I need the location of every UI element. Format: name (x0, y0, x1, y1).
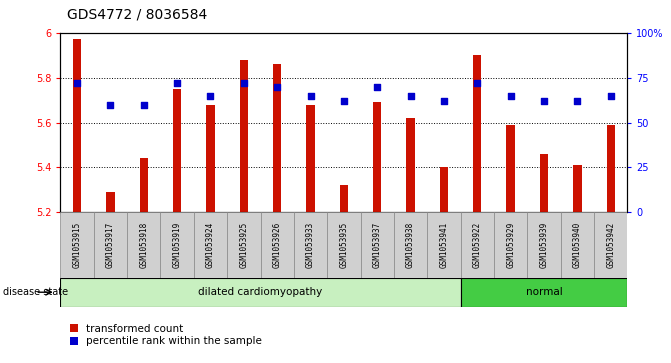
Point (172, 80, 183, 86)
FancyBboxPatch shape (260, 212, 294, 278)
Bar (373, 102, 381, 212)
Bar (607, 125, 615, 212)
Text: GSM1053938: GSM1053938 (406, 222, 415, 268)
Text: GSM1053941: GSM1053941 (440, 222, 448, 268)
FancyBboxPatch shape (94, 212, 127, 278)
Text: disease state: disease state (3, 287, 68, 297)
FancyBboxPatch shape (127, 212, 160, 278)
Bar (73, 40, 81, 212)
FancyBboxPatch shape (460, 212, 494, 278)
Bar (473, 55, 482, 212)
Point (539, 98, 550, 104)
FancyBboxPatch shape (327, 212, 360, 278)
FancyBboxPatch shape (394, 212, 427, 278)
Bar (106, 192, 115, 212)
Point (439, 98, 450, 104)
Bar (273, 64, 281, 212)
Bar (340, 185, 348, 212)
FancyBboxPatch shape (294, 212, 327, 278)
FancyBboxPatch shape (160, 212, 194, 278)
Point (605, 93, 616, 98)
Text: GSM1053925: GSM1053925 (240, 222, 248, 268)
Text: GSM1053924: GSM1053924 (206, 222, 215, 268)
Point (105, 102, 116, 107)
Bar (507, 125, 515, 212)
Text: GSM1053919: GSM1053919 (172, 222, 182, 268)
FancyBboxPatch shape (427, 212, 460, 278)
Point (238, 80, 249, 86)
Bar (440, 167, 448, 212)
Text: normal: normal (525, 287, 562, 297)
Point (572, 98, 582, 104)
Text: GSM1053915: GSM1053915 (72, 222, 82, 268)
Bar (307, 105, 315, 212)
Text: GSM1053942: GSM1053942 (606, 222, 615, 268)
Text: GSM1053937: GSM1053937 (372, 222, 382, 268)
FancyBboxPatch shape (594, 212, 627, 278)
Bar (206, 105, 215, 212)
Bar (573, 165, 582, 212)
Point (472, 80, 482, 86)
FancyBboxPatch shape (60, 278, 460, 307)
Point (338, 98, 349, 104)
Text: GSM1053935: GSM1053935 (340, 222, 348, 268)
Point (205, 93, 216, 98)
Text: GSM1053922: GSM1053922 (473, 222, 482, 268)
Bar (173, 89, 181, 212)
Text: dilated cardiomyopathy: dilated cardiomyopathy (199, 287, 323, 297)
Point (72, 80, 83, 86)
Point (405, 93, 416, 98)
Text: GSM1053917: GSM1053917 (106, 222, 115, 268)
Text: GSM1053940: GSM1053940 (573, 222, 582, 268)
Text: GSM1053918: GSM1053918 (140, 222, 148, 268)
Point (505, 93, 516, 98)
Bar (140, 158, 148, 212)
Text: GSM1053933: GSM1053933 (306, 222, 315, 268)
FancyBboxPatch shape (561, 212, 594, 278)
Text: GSM1053929: GSM1053929 (506, 222, 515, 268)
FancyBboxPatch shape (360, 212, 394, 278)
Point (305, 93, 316, 98)
FancyBboxPatch shape (227, 212, 260, 278)
Point (272, 84, 282, 90)
Bar (240, 60, 248, 212)
FancyBboxPatch shape (460, 278, 627, 307)
Text: GSM1053926: GSM1053926 (272, 222, 282, 268)
FancyBboxPatch shape (60, 212, 94, 278)
Text: GSM1053939: GSM1053939 (539, 222, 548, 268)
Point (372, 84, 382, 90)
Bar (407, 118, 415, 212)
Bar (540, 154, 548, 212)
Text: GDS4772 / 8036584: GDS4772 / 8036584 (67, 8, 207, 22)
FancyBboxPatch shape (494, 212, 527, 278)
FancyBboxPatch shape (194, 212, 227, 278)
FancyBboxPatch shape (527, 212, 561, 278)
Legend: transformed count, percentile rank within the sample: transformed count, percentile rank withi… (66, 319, 266, 351)
Point (138, 102, 149, 107)
